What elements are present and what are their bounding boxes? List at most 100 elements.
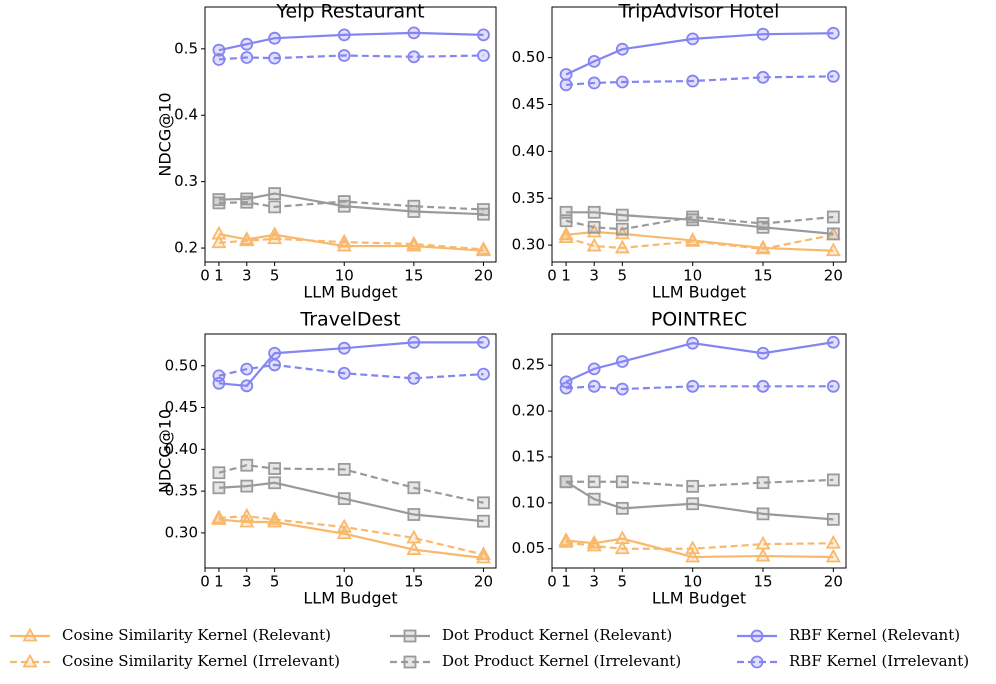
- marker: [475, 241, 491, 255]
- series-line: [218, 341, 484, 387]
- marker: [686, 32, 700, 46]
- y-tick-label: 0.50: [512, 48, 545, 66]
- marker: [477, 514, 490, 528]
- marker: [268, 358, 282, 372]
- x-tick-label: 10: [335, 267, 354, 285]
- marker: [337, 492, 351, 506]
- marker: [615, 475, 629, 489]
- y-tick-label: 0.40: [165, 440, 198, 458]
- marker: [477, 496, 490, 510]
- marker: [337, 49, 351, 62]
- marker: [586, 237, 602, 252]
- marker: [267, 230, 283, 245]
- marker: [239, 507, 255, 522]
- series-line: [565, 75, 834, 86]
- marker: [211, 225, 227, 240]
- marker: [826, 335, 840, 349]
- marker: [686, 379, 700, 393]
- y-tick-label: 0.30: [512, 236, 545, 254]
- marker: [268, 187, 282, 201]
- marker: [212, 369, 226, 383]
- marker: [407, 481, 421, 495]
- x-tick-label: 10: [335, 573, 354, 591]
- marker: [559, 205, 573, 219]
- series-line: [566, 478, 834, 488]
- chart-title: Yelp Restaurant: [275, 1, 424, 23]
- y-tick-label: 0.25: [512, 356, 545, 374]
- legend-label: Cosine Similarity Kernel (Relevant): [62, 626, 331, 644]
- series-line: [218, 54, 484, 61]
- y-tick-label: 0.35: [512, 189, 545, 207]
- marker: [477, 367, 490, 381]
- marker: [336, 525, 352, 540]
- marker: [559, 381, 573, 395]
- marker: [755, 240, 771, 255]
- series-line: [566, 211, 834, 235]
- y-tick-label: 0.3: [174, 172, 198, 190]
- marker: [756, 476, 770, 490]
- marker: [586, 537, 602, 552]
- marker: [756, 379, 770, 393]
- marker: [615, 42, 629, 56]
- marker: [586, 223, 602, 238]
- x-tick-label: 5: [270, 573, 280, 591]
- x-tick-label: 15: [753, 267, 772, 285]
- legend-marker: [750, 655, 764, 669]
- marker: [756, 217, 770, 230]
- marker: [559, 68, 573, 81]
- x-tick-label: 3: [589, 573, 599, 591]
- marker: [406, 235, 422, 250]
- marker: [407, 50, 421, 64]
- series-line: [218, 481, 484, 523]
- marker: [268, 346, 282, 360]
- marker: [240, 479, 254, 493]
- marker: [337, 195, 351, 208]
- legend-label: Dot Product Kernel (Relevant): [442, 626, 672, 644]
- marker: [614, 225, 630, 240]
- marker: [239, 232, 255, 247]
- series-line: [565, 32, 834, 76]
- marker: [826, 379, 840, 393]
- marker: [240, 379, 254, 393]
- series-line: [218, 31, 484, 52]
- marker: [477, 49, 490, 62]
- marker: [686, 336, 700, 350]
- marker: [615, 208, 629, 222]
- legend-marker: [403, 629, 417, 643]
- marker: [477, 28, 490, 42]
- marker: [211, 509, 227, 524]
- x-tick-label: 5: [618, 267, 628, 285]
- x-tick-label: 20: [824, 573, 843, 591]
- marker: [755, 535, 771, 550]
- marker: [587, 475, 601, 489]
- marker: [211, 234, 227, 249]
- x-tick-label: 20: [474, 573, 493, 591]
- marker: [406, 541, 422, 556]
- marker: [826, 69, 840, 83]
- y-tick-label: 0.2: [174, 239, 198, 257]
- marker: [615, 355, 629, 368]
- x-tick-label: 10: [683, 573, 702, 591]
- legend-label: RBF Kernel (Relevant): [789, 626, 960, 644]
- x-tick-label: 15: [404, 573, 423, 591]
- legend-marker: [750, 629, 764, 643]
- x-tick-label: 1: [561, 267, 571, 285]
- x-tick-label: 20: [474, 267, 493, 285]
- x-tick-label: 20: [824, 267, 843, 285]
- series-line: [565, 341, 834, 383]
- marker: [587, 362, 601, 376]
- marker: [615, 75, 629, 89]
- chart-title: POINTREC: [651, 309, 747, 331]
- marker: [267, 511, 283, 525]
- legend-marker: [22, 653, 38, 668]
- x-axis-label: LLM Budget: [303, 589, 397, 608]
- legend-marker: [22, 627, 38, 642]
- x-tick-label: 10: [683, 267, 702, 285]
- legend-label: Dot Product Kernel (Irrelevant): [442, 652, 681, 670]
- x-tick-label: 0: [200, 573, 210, 591]
- marker: [240, 51, 254, 64]
- marker: [407, 335, 421, 349]
- marker: [268, 462, 282, 475]
- marker: [337, 341, 351, 355]
- marker: [587, 205, 601, 219]
